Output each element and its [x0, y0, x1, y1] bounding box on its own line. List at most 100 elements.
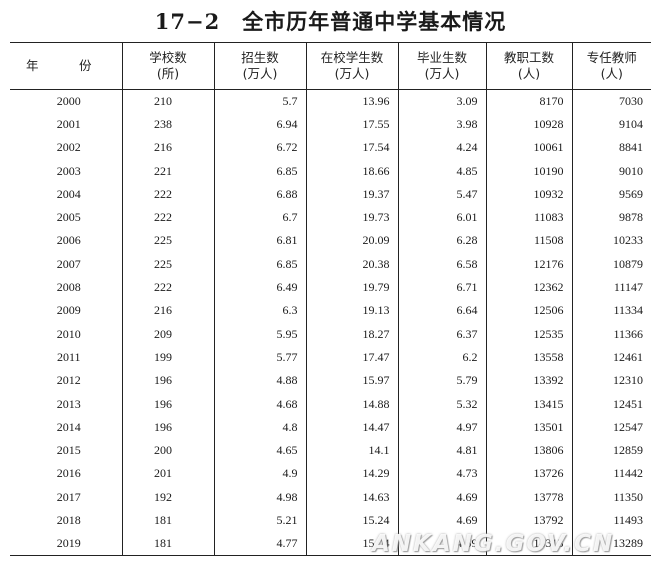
table-body: 2000 210 5.7 13.96 3.09 8170 7030 2001 238 6.94 17… — [10, 89, 651, 556]
cell-teachers: 12461 — [571, 345, 651, 370]
cell-staff: 13792 — [485, 508, 572, 533]
cell-staff: 10932 — [485, 182, 572, 206]
cell-students-in-school: 13.96 — [305, 89, 398, 113]
cell-year: 2002 — [56, 140, 81, 155]
cell-students-in-school: 15.24 — [305, 508, 398, 533]
column-header-year: 年 份 — [10, 42, 122, 90]
cell-teachers: 11366 — [571, 322, 651, 346]
cell-enrollment: 4.9 — [213, 462, 306, 486]
cell-school-count: 199 — [121, 345, 214, 370]
column-header-label: 教职工数 — [503, 50, 554, 65]
cell-teachers: 9878 — [571, 205, 651, 230]
table-row: 2016 201 4.9 14.29 4.73 13726 11442 — [10, 462, 651, 486]
cell-school-count: 222 — [121, 205, 214, 230]
cell-staff: 12362 — [485, 275, 572, 300]
cell-graduates: 6.64 — [397, 299, 486, 323]
cell-teachers: 11147 — [571, 275, 651, 300]
column-header-unit: (万人) — [334, 66, 370, 81]
cell-enrollment: 4.88 — [213, 369, 306, 393]
cell-graduates: 5.32 — [397, 392, 486, 416]
cell-students-in-school: 20.09 — [305, 229, 398, 253]
cell-staff: 10928 — [485, 112, 572, 137]
cell-graduates: 6.28 — [397, 229, 486, 253]
column-header-unit: (人) — [600, 66, 623, 81]
table-row: 2006 225 6.81 20.09 6.28 11508 10233 — [10, 229, 651, 253]
column-header-label: 学校数 — [149, 50, 187, 65]
cell-enrollment: 4.65 — [213, 438, 306, 463]
cell-enrollment: 6.7 — [213, 205, 306, 230]
table-row: 2017 192 4.98 14.63 4.69 13778 11350 — [10, 485, 651, 509]
cell-year: 2009 — [56, 303, 81, 318]
cell-teachers: 12859 — [571, 438, 651, 463]
column-header-unit: (所) — [156, 66, 180, 81]
cell-staff: 12176 — [485, 252, 572, 276]
cell-students-in-school: 17.55 — [305, 112, 398, 137]
cell-enrollment: 4.98 — [213, 485, 306, 509]
cell-teachers: 11442 — [571, 462, 651, 486]
page-title: 17−2 全市历年普通中学基本情况 — [154, 9, 507, 34]
cell-staff: 10190 — [485, 159, 572, 183]
column-header-staff: 教职工数 (人) — [485, 42, 572, 90]
cell-students-in-school: 19.79 — [305, 275, 398, 300]
cell-teachers: 10879 — [571, 252, 651, 276]
cell-students-in-school: 14.63 — [305, 485, 398, 509]
table-row: 2002 216 6.72 17.54 4.24 10061 8841 — [10, 136, 651, 160]
cell-teachers: 11350 — [571, 485, 651, 509]
cell-school-count: 181 — [121, 532, 214, 556]
column-header-teachers: 专任教师 (人) — [571, 42, 651, 90]
cell-school-count: 209 — [121, 322, 214, 346]
column-header-label: 年 份 — [25, 58, 106, 73]
cell-students-in-school: 15.04 — [305, 532, 398, 556]
table-row: 2013 196 4.68 14.88 5.32 13415 12451 — [10, 392, 651, 416]
column-header-unit: (万人) — [242, 66, 278, 81]
cell-graduates: 4.81 — [397, 438, 486, 463]
cell-graduates: 6.37 — [397, 322, 486, 346]
cell-school-count: 196 — [121, 392, 214, 416]
cell-staff: 11083 — [485, 205, 572, 230]
column-header-label: 在校学生数 — [320, 50, 384, 65]
cell-year: 2005 — [56, 210, 81, 225]
cell-staff: 13415 — [485, 392, 572, 416]
column-header-students-in-school: 在校学生数 (万人) — [305, 42, 398, 90]
cell-enrollment: 6.85 — [213, 159, 306, 183]
table-row: 2014 196 4.8 14.47 4.97 13501 12547 — [10, 415, 651, 439]
cell-staff: 12535 — [485, 322, 572, 346]
cell-year: 2018 — [56, 512, 81, 527]
cell-teachers: 7030 — [571, 89, 651, 113]
column-header-unit: (人) — [517, 66, 541, 81]
cell-graduates: 4.69 — [397, 485, 486, 509]
cell-graduates: 4.24 — [397, 136, 486, 160]
cell-year: 2000 — [56, 93, 81, 108]
cell-school-count: 196 — [121, 415, 214, 439]
cell-enrollment: 5.7 — [213, 89, 306, 113]
cell-school-count: 200 — [121, 438, 214, 463]
cell-enrollment: 4.77 — [213, 532, 306, 556]
cell-graduates: 4.85 — [397, 159, 486, 183]
cell-staff: 11508 — [485, 229, 572, 253]
cell-staff: 13778 — [485, 485, 572, 509]
table-row: 2005 222 6.7 19.73 6.01 11083 9878 — [10, 205, 651, 230]
cell-school-count: 221 — [121, 159, 214, 183]
column-header-enrollment: 招生数 (万人) — [213, 42, 306, 90]
cell-year: 2013 — [56, 396, 81, 411]
cell-students-in-school: 20.38 — [305, 252, 398, 276]
cell-enrollment: 6.72 — [213, 136, 306, 160]
cell-school-count: 225 — [121, 229, 214, 253]
table-row: 2008 222 6.49 19.79 6.71 12362 11147 — [10, 275, 651, 300]
column-header-label: 专任教师 — [586, 50, 637, 65]
cell-students-in-school: 17.47 — [305, 345, 398, 370]
cell-graduates: 4.59 — [397, 532, 486, 556]
cell-graduates: 3.09 — [397, 89, 486, 113]
cell-students-in-school: 14.1 — [305, 438, 398, 463]
cell-students-in-school: 19.37 — [305, 182, 398, 206]
cell-year: 2003 — [56, 163, 81, 178]
cell-school-count: 192 — [121, 485, 214, 509]
cell-students-in-school: 14.47 — [305, 415, 398, 439]
cell-students-in-school: 18.27 — [305, 322, 398, 346]
cell-graduates: 6.2 — [397, 345, 486, 370]
cell-enrollment: 4.68 — [213, 392, 306, 416]
cell-school-count: 196 — [121, 369, 214, 393]
cell-year: 2019 — [10, 532, 122, 556]
cell-enrollment: 5.95 — [213, 322, 306, 346]
cell-enrollment: 5.77 — [213, 345, 306, 370]
